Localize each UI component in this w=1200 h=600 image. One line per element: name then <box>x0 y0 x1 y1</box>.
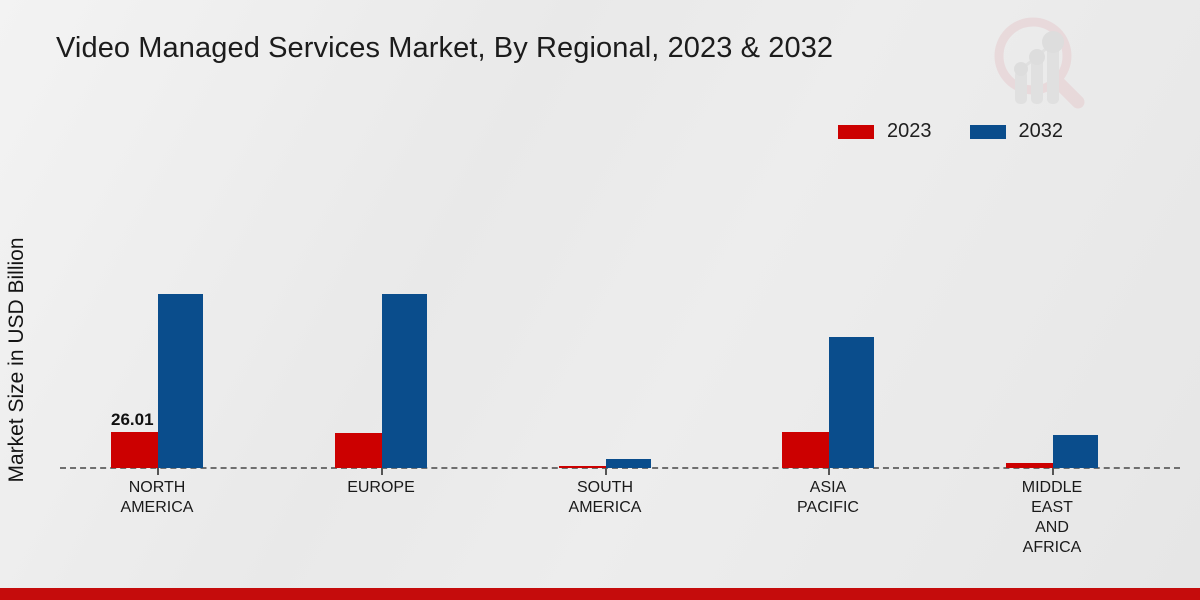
category-label-line: MIDDLE <box>1021 479 1083 496</box>
bar-2023[interactable] <box>335 433 382 468</box>
bar-2032[interactable] <box>382 294 427 468</box>
bar-2032[interactable] <box>158 294 203 468</box>
axis-tick <box>381 468 383 475</box>
category-label-line: AFRICA <box>1022 539 1082 556</box>
x-axis-category-label: MIDDLE EAST AND AFRICA <box>947 478 1157 558</box>
bar-2023[interactable] <box>1006 463 1053 468</box>
category-label-line: ASIA <box>809 479 847 496</box>
category-label-line: AMERICA <box>568 499 642 516</box>
bar-group <box>782 337 874 468</box>
axis-tick <box>157 468 159 475</box>
x-axis-category-label: SOUTH AMERICA <box>500 478 710 518</box>
bar-data-label: 26.01 <box>111 410 154 429</box>
axis-tick <box>605 468 607 475</box>
legend-swatch-icon <box>969 124 1006 139</box>
axis-tick <box>828 468 830 475</box>
bar-2023[interactable] <box>559 466 606 468</box>
category-label-line: AND <box>1035 519 1069 536</box>
legend-label-2032: 2032 <box>1018 120 1064 142</box>
x-axis-category-label: NORTH AMERICA <box>52 478 262 518</box>
category-label-line: EAST <box>1031 499 1073 516</box>
category-label-line: SOUTH <box>577 479 633 496</box>
category-label-line: EUROPE <box>347 479 415 496</box>
footer-accent-bar <box>0 588 1200 600</box>
x-axis-category-label: ASIA PACIFIC <box>723 478 933 518</box>
legend-swatch-icon <box>838 124 874 139</box>
bar-2032[interactable] <box>829 337 874 468</box>
baseline-axis <box>60 467 1180 469</box>
axis-tick <box>1052 468 1054 475</box>
chart-legend: 2023 2032 <box>838 120 1063 143</box>
category-label-line: NORTH <box>128 479 186 496</box>
legend-item-2023[interactable]: 2023 <box>838 120 932 143</box>
bar-group <box>111 294 203 468</box>
bar-2032[interactable] <box>1053 435 1098 468</box>
bar-group <box>335 294 427 468</box>
x-axis-category-label: EUROPE <box>276 478 486 498</box>
bar-group <box>1006 435 1098 468</box>
category-label-line: AMERICA <box>120 499 194 516</box>
legend-label-2023: 2023 <box>887 120 932 142</box>
bar-group <box>559 459 651 468</box>
bar-2023[interactable] <box>782 432 829 468</box>
legend-item-2032[interactable]: 2032 <box>969 120 1064 143</box>
category-label-line: PACIFIC <box>797 499 859 516</box>
chart-title: Video Managed Services Market, By Region… <box>56 32 834 64</box>
bar-2032[interactable] <box>606 459 651 468</box>
bar-2023[interactable] <box>111 432 158 468</box>
